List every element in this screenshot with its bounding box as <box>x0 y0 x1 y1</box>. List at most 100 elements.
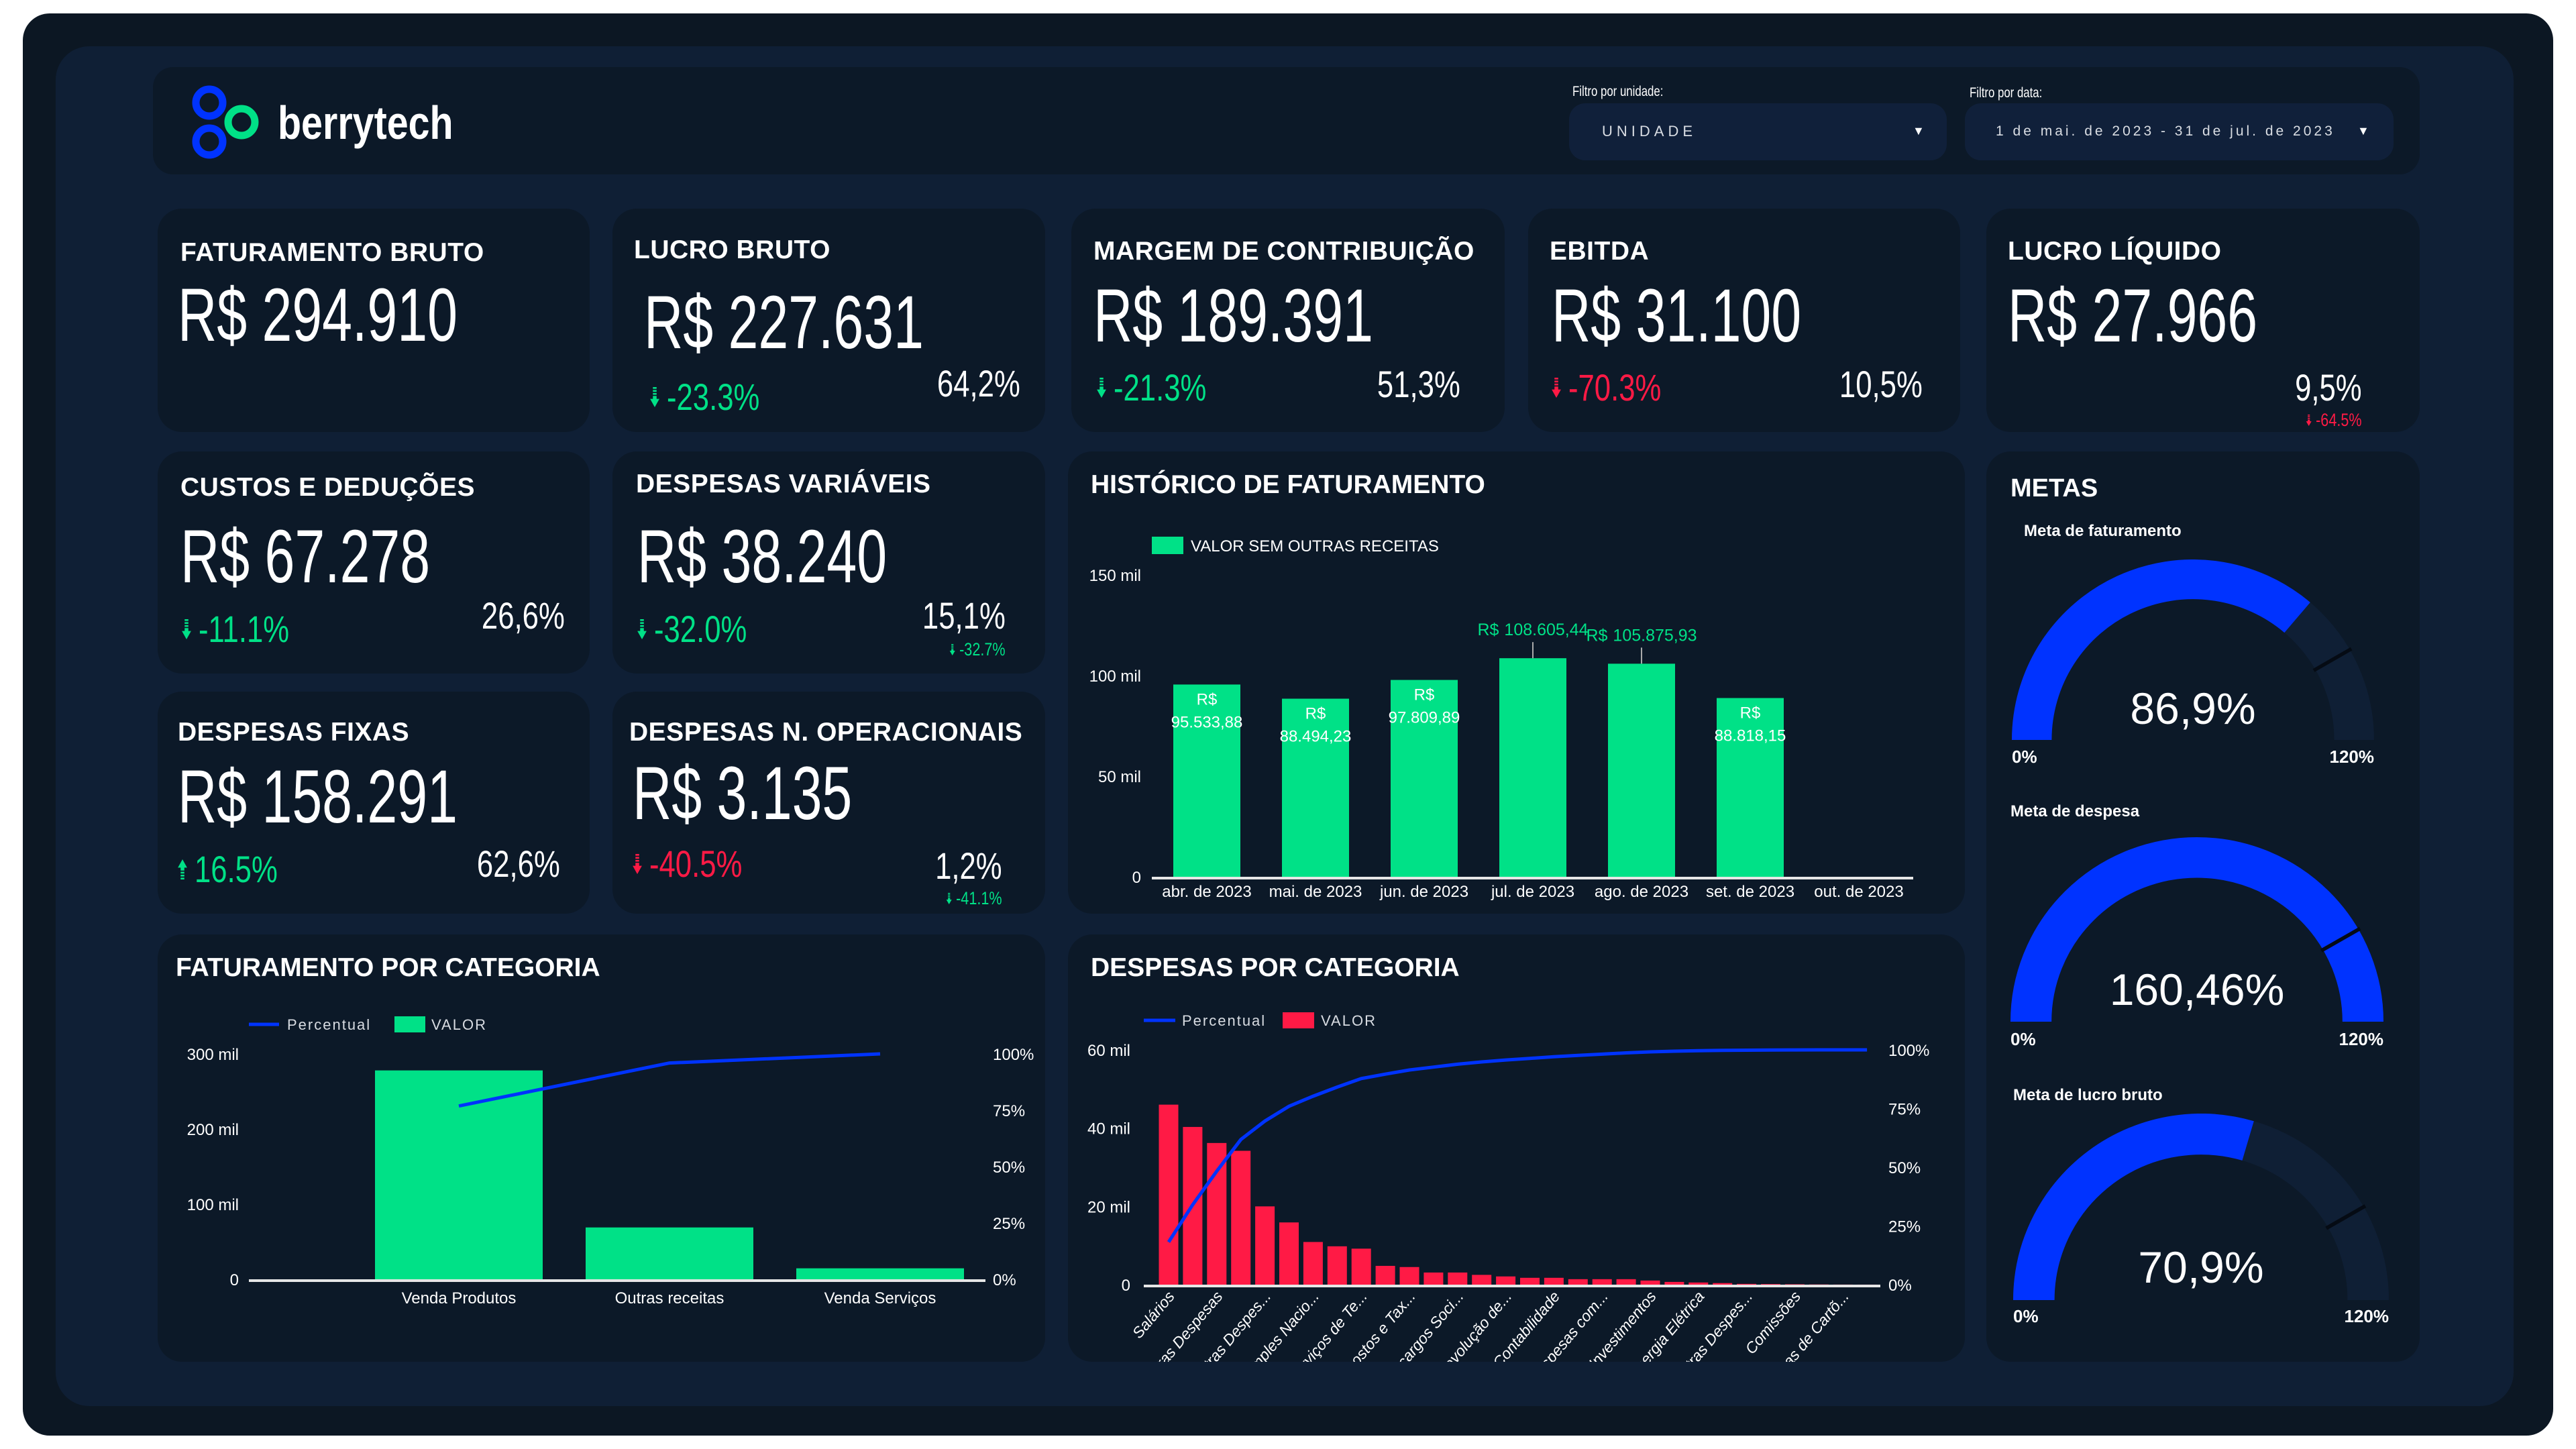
gauge-target-marker <box>2320 926 2361 953</box>
bar[interactable] <box>586 1227 753 1279</box>
bar[interactable] <box>1544 1277 1564 1285</box>
bar[interactable] <box>1173 684 1240 877</box>
kpi-change-text: -21.3% <box>1113 366 1207 409</box>
data-label: R$ 105.875,93 <box>1586 626 1697 645</box>
y-tick-label: 150 mil <box>1089 567 1141 585</box>
arrow-up-icon <box>178 859 187 879</box>
unit-filter-dropdown[interactable]: UNIDADE ▼ <box>1569 103 1947 160</box>
date-filter-value: 1 de mai. de 2023 - 31 de jul. de 2023 <box>1996 123 2335 139</box>
kpi-change-text: -23.3% <box>666 376 760 418</box>
kpi-share-change-text: -64.5% <box>2316 410 2362 430</box>
kpi-change: -23.3% <box>650 378 759 416</box>
bar[interactable] <box>1608 663 1675 877</box>
y2-tick-label: 100% <box>1888 1042 1929 1060</box>
gauge-max-label: 120% <box>2339 1029 2384 1049</box>
revenue-by-category-chart: Percentual VALOR 0 100 mil 200 mil 300 mil 0% 2… <box>187 1016 1034 1307</box>
kpi-share-change-text: -41.1% <box>956 888 1002 908</box>
gauge-max-label: 120% <box>2329 747 2375 767</box>
bar[interactable] <box>1327 1246 1347 1285</box>
kpi-change-text: -11.1% <box>198 608 290 650</box>
bar[interactable] <box>1375 1266 1395 1285</box>
bar[interactable] <box>1761 1284 1780 1285</box>
arrow-down-icon <box>947 893 953 904</box>
kpi-change: -40.5% <box>633 845 742 883</box>
bar[interactable] <box>1303 1242 1323 1285</box>
y-tick-label: 0 <box>1122 1277 1130 1295</box>
x-tick-label: jul. de 2023 <box>1491 883 1574 901</box>
bar[interactable] <box>1784 1284 1805 1285</box>
bar[interactable] <box>1391 680 1458 877</box>
x-tick-label: mai. de 2023 <box>1269 883 1362 901</box>
gauge-title: Meta de despesa <box>2010 802 2140 820</box>
y-tick-label: 0 <box>230 1271 239 1289</box>
bar[interactable] <box>1640 1280 1660 1285</box>
bar[interactable] <box>1616 1279 1636 1285</box>
bar[interactable] <box>1255 1206 1275 1285</box>
expenses-by-category-title: DESPESAS POR CATEGORIA <box>1091 953 1460 982</box>
kpi-card: MARGEM DE CONTRIBUIÇÃO R$ 189.391 -21.3% 51… <box>1071 209 1505 432</box>
data-label: R$ <box>1305 705 1326 723</box>
goals-title: METAS <box>2010 474 2098 502</box>
kpi-card: EBITDA R$ 31.100 -70.3% 10,5% <box>1528 209 1960 432</box>
kpi-title: FATURAMENTO BRUTO <box>180 238 484 267</box>
gauge <box>2010 837 2383 1022</box>
x-tick-label: jun. de 2023 <box>1379 883 1468 901</box>
gauge-fill <box>2010 837 2383 1022</box>
kpi-card: DESPESAS FIXAS R$ 158.291 16.5% 62,6% <box>158 692 590 914</box>
unit-filter-label: Filtro por unidade: <box>1572 84 1664 99</box>
bar[interactable] <box>1159 1104 1179 1285</box>
kpi-card: LUCRO BRUTO R$ 227.631 -23.3% 64,2% <box>612 209 1045 432</box>
bar[interactable] <box>1568 1279 1588 1285</box>
cumulative-percent-line <box>458 1052 881 1108</box>
bar[interactable] <box>1496 1276 1516 1285</box>
bar[interactable] <box>796 1268 964 1279</box>
bar[interactable] <box>1448 1272 1468 1285</box>
bar[interactable] <box>1737 1283 1757 1285</box>
bar[interactable] <box>1207 1142 1227 1285</box>
x-tick-label: out. de 2023 <box>1814 883 1903 901</box>
chevron-down-icon: ▼ <box>2357 124 2369 138</box>
arrow-down-icon <box>637 619 647 639</box>
bar[interactable] <box>1713 1283 1733 1285</box>
gauge-value: 160,46% <box>2109 965 2285 1014</box>
bar[interactable] <box>1717 698 1784 877</box>
bar[interactable] <box>1351 1248 1371 1285</box>
bar[interactable] <box>1279 1222 1299 1285</box>
bar[interactable] <box>1592 1279 1612 1285</box>
gauge-min-label: 0% <box>2010 1029 2036 1049</box>
kpi-title: CUSTOS E DEDUÇÕES <box>180 473 476 502</box>
bar[interactable] <box>1688 1282 1709 1285</box>
kpi-change-text: 16.5% <box>194 848 278 890</box>
bar[interactable] <box>1499 658 1566 877</box>
kpi-change-text: -70.3% <box>1568 366 1662 409</box>
expenses-by-category-card: DESPESAS POR CATEGORIA Percentual VALOR 0 2… <box>1068 934 1965 1362</box>
y-tick-label: 200 mil <box>187 1121 239 1139</box>
data-label: 97.809,89 <box>1389 709 1460 727</box>
bar[interactable] <box>1664 1281 1684 1285</box>
kpi-card: LUCRO LÍQUIDO R$ 27.966 9,5% -64.5% <box>1986 209 2420 432</box>
kpi-share-change: -41.1% <box>947 890 1002 908</box>
arrow-down-icon <box>2306 415 2312 426</box>
bar[interactable] <box>1472 1275 1492 1285</box>
date-filter-dropdown[interactable]: 1 de mai. de 2023 - 31 de jul. de 2023 ▼ <box>1965 103 2394 160</box>
kpi-title: MARGEM DE CONTRIBUIÇÃO <box>1093 237 1474 266</box>
bar[interactable] <box>1399 1267 1419 1285</box>
x-tick-label: set. de 2023 <box>1706 883 1794 901</box>
gauge-value: 70,9% <box>2138 1242 2264 1292</box>
arrow-down-icon <box>182 619 191 639</box>
unit-filter-value: UNIDADE <box>1602 123 1697 140</box>
kpi-value: R$ 227.631 <box>644 280 924 364</box>
data-label: R$ <box>1197 690 1218 708</box>
bar[interactable] <box>1231 1150 1251 1285</box>
gauge-target-marker <box>2312 647 2353 672</box>
bar[interactable] <box>375 1070 543 1279</box>
bar[interactable] <box>1282 698 1349 877</box>
x-tick-label: Salários <box>1128 1287 1178 1342</box>
bar[interactable] <box>1424 1272 1444 1285</box>
bar[interactable] <box>1520 1277 1540 1285</box>
kpi-share-change: -32.7% <box>950 641 1006 659</box>
kpi-change: -21.3% <box>1097 369 1206 407</box>
y-tick-label: 40 mil <box>1087 1120 1130 1138</box>
gauge-min-label: 0% <box>2012 747 2037 767</box>
arrow-down-icon <box>1552 378 1561 398</box>
